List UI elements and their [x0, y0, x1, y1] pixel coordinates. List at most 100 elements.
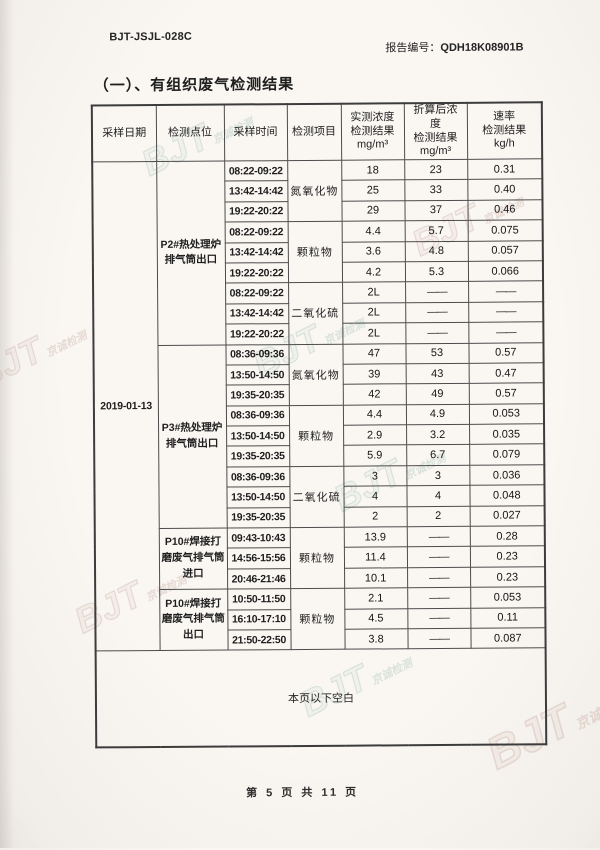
sampling-time-cell: 19:22-20:22: [225, 323, 289, 345]
emission-rate-cell: 0.40: [467, 179, 543, 201]
converted-concentration-cell: 33: [404, 179, 468, 201]
section-title: （一）、有组织废气检测结果: [93, 76, 295, 95]
sampling-time-cell: 09:43-10:43: [226, 527, 290, 549]
test-item-cell: 颗粒物: [290, 588, 345, 650]
test-item-cell: 氮氧化物: [287, 160, 342, 222]
emission-rate-cell: 0.057: [467, 240, 543, 262]
sampling-time-cell: 20:46-21:46: [227, 568, 291, 590]
measured-concentration-cell: 2: [343, 506, 407, 528]
converted-concentration-cell: ——: [407, 587, 471, 609]
converted-concentration-cell: 5.3: [404, 261, 469, 283]
sampling-time-cell: 19:35-20:35: [226, 507, 290, 529]
report-number: 报告编号：QDH18K08901B: [385, 38, 523, 55]
measured-concentration-cell: 39: [342, 363, 406, 385]
converted-concentration-cell: 23: [404, 159, 468, 181]
col-header-sample-date: 采样日期: [91, 104, 157, 162]
sampling-time-cell: 13:50-14:50: [226, 425, 290, 447]
converted-concentration-cell: 4.9: [405, 404, 470, 425]
measured-concentration-cell: 2.9: [343, 424, 407, 446]
emission-rate-cell: 0.066: [467, 260, 544, 282]
emission-rate-cell: 0.035: [469, 423, 545, 445]
emission-rate-cell: 0.027: [469, 505, 545, 527]
bjt-watermark-subtext: 京诚检测: [573, 695, 600, 733]
col-header-converted-conc: 折算后浓 度 检测结果 mg/m³: [403, 102, 468, 160]
converted-concentration-cell: ——: [405, 281, 469, 303]
bjt-watermark-subtext: 京诚检测: [44, 329, 90, 360]
emission-rate-cell: 0.23: [470, 566, 546, 588]
converted-concentration-cell: 6.7: [406, 444, 470, 466]
converted-concentration-cell: 4.8: [404, 240, 468, 262]
emission-rate-cell: 0.048: [469, 485, 545, 506]
measured-concentration-cell: 3.6: [341, 241, 405, 263]
measured-concentration-cell: 5.9: [343, 445, 407, 467]
blank-filler-row: 本页以下空白: [95, 648, 547, 748]
sampling-time-cell: 08:22-09:22: [224, 160, 288, 182]
sampling-time-cell: 08:36-09:36: [225, 344, 289, 365]
emission-rate-cell: 0.11: [470, 607, 546, 629]
sampling-time-cell: 14:56-15:56: [226, 547, 291, 569]
measured-concentration-cell: 3.8: [344, 628, 408, 650]
page-number: 第 5 页 共 11 页: [246, 786, 360, 800]
converted-concentration-cell: 5.7: [404, 220, 468, 242]
measured-concentration-cell: 3: [343, 465, 407, 487]
sampling-time-cell: 13:50-14:50: [226, 486, 290, 508]
sample-date-cell: 2019-01-13: [92, 161, 160, 652]
emission-rate-cell: 0.036: [469, 464, 545, 486]
sampling-time-cell: 13:42-14:42: [224, 180, 288, 202]
emission-rate-cell: 0.23: [469, 546, 546, 568]
measured-concentration-cell: 4.5: [344, 608, 408, 630]
blank-note: 本页以下空白: [95, 648, 547, 748]
sampling-point-cell: P10#焊接打磨废气排气筒进口: [158, 528, 228, 590]
col-header-sampling-point: 检测点位: [155, 104, 225, 162]
scan-edge-shadow: [0, 0, 14, 848]
emission-rate-cell: 0.079: [469, 444, 545, 466]
sampling-point-cell: P2#热处理炉排气筒出口: [156, 161, 226, 346]
sampling-time-cell: 08:36-09:36: [226, 466, 290, 488]
bjt-watermark: BJT京诚检测: [0, 308, 92, 398]
col-header-emission-rate: 速率 检测结果 kg/h: [466, 102, 543, 160]
measured-concentration-cell: 2L: [342, 322, 406, 344]
emission-rate-cell: ——: [468, 321, 544, 343]
sampling-time-cell: 21:50-22:50: [227, 629, 291, 651]
emission-rate-cell: 0.075: [467, 219, 543, 241]
test-item-cell: 颗粒物: [288, 404, 344, 467]
measured-concentration-cell: 4.2: [341, 261, 406, 283]
bjt-watermark-logo: BJT: [0, 328, 51, 398]
converted-concentration-cell: ——: [405, 322, 469, 344]
converted-concentration-cell: ——: [406, 546, 471, 568]
converted-concentration-cell: 43: [405, 363, 469, 385]
emission-rate-cell: 0.57: [468, 342, 544, 364]
measured-concentration-cell: 4: [343, 486, 407, 507]
table-header-row: 采样日期 检测点位 采样时间 检测项目 实测浓度 检测结果 mg/m³ 折算后浓…: [91, 102, 543, 162]
emission-results-table: 采样日期 检测点位 采样时间 检测项目 实测浓度 检测结果 mg/m³ 折算后浓…: [90, 101, 548, 749]
sampling-time-cell: 19:22-20:22: [224, 262, 289, 284]
converted-concentration-cell: ——: [407, 607, 471, 629]
measured-concentration-cell: 4.4: [341, 220, 405, 242]
measured-concentration-cell: 13.9: [343, 526, 407, 548]
converted-concentration-cell: 3: [406, 465, 470, 487]
sampling-point-cell: P10#焊接打磨废气排气筒出口: [159, 589, 228, 651]
test-item-cell: 颗粒物: [287, 221, 343, 283]
measured-concentration-cell: 4.4: [342, 404, 407, 426]
emission-rate-cell: 0.57: [468, 383, 544, 405]
test-item-cell: 氮氧化物: [288, 343, 343, 406]
col-header-measured-conc: 实测浓度 检测结果 mg/m³: [340, 103, 405, 161]
measured-concentration-cell: 2L: [342, 302, 406, 324]
converted-concentration-cell: 2: [406, 505, 470, 527]
converted-concentration-cell: ——: [407, 567, 471, 588]
converted-concentration-cell: 37: [404, 200, 468, 221]
emission-rate-cell: 0.47: [468, 362, 544, 384]
emission-rate-cell: 0.053: [468, 403, 545, 425]
measured-concentration-cell: 2L: [342, 282, 406, 303]
measured-concentration-cell: 11.4: [343, 547, 408, 569]
sampling-time-cell: 08:22-09:22: [224, 221, 288, 243]
measured-concentration-cell: 47: [342, 343, 406, 365]
converted-concentration-cell: 3.2: [406, 424, 470, 446]
sampling-time-cell: 19:35-20:35: [225, 384, 289, 406]
emission-rate-cell: 0.28: [469, 525, 545, 547]
converted-concentration-cell: 4: [406, 485, 470, 507]
report-number-value: QDH18K08901B: [440, 41, 524, 55]
sampling-time-cell: 13:50-14:50: [225, 364, 289, 386]
converted-concentration-cell: ——: [406, 526, 470, 548]
